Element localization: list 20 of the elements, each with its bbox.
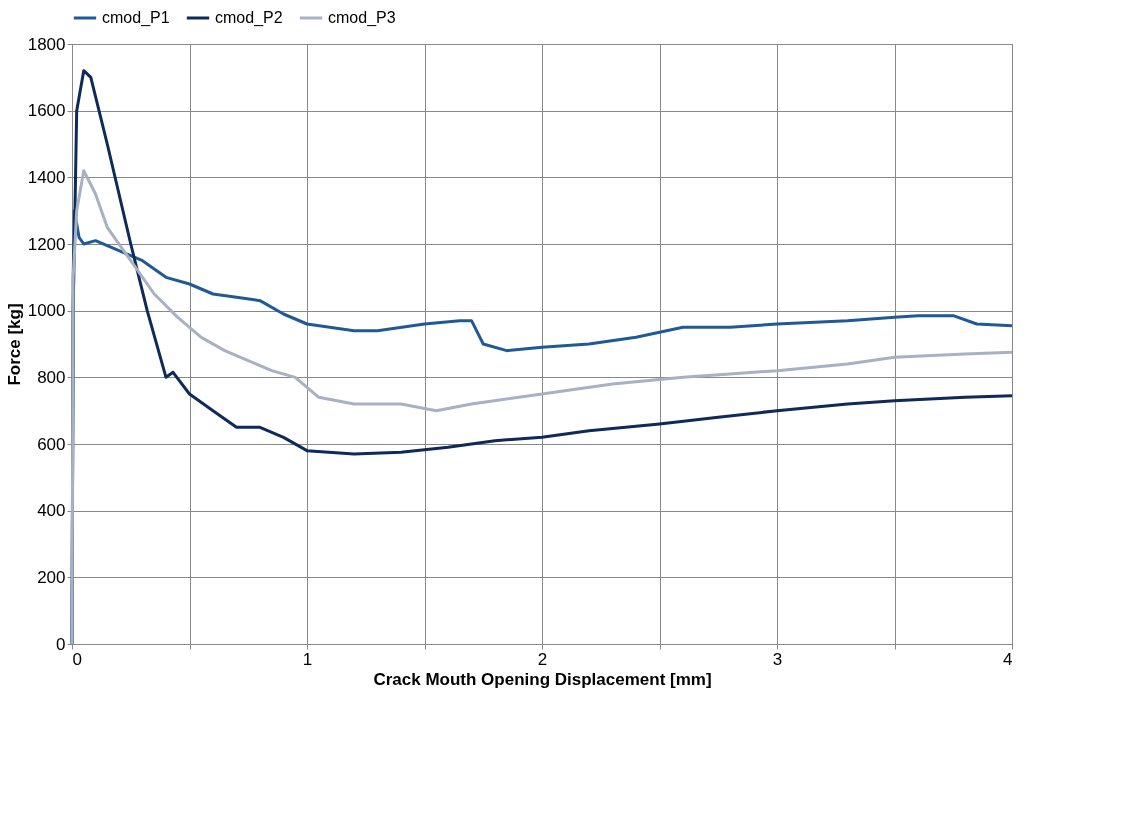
y-tick-label: 200 bbox=[37, 567, 66, 587]
y-tick-label: 0 bbox=[56, 634, 66, 654]
legend-label: cmod_P2 bbox=[215, 9, 283, 27]
legend-label: cmod_P1 bbox=[102, 9, 170, 27]
y-tick-label: 1800 bbox=[27, 34, 66, 54]
x-tick-label: 1 bbox=[302, 649, 313, 669]
y-axis-title: Force [kg] bbox=[4, 303, 24, 386]
y-tick-label: 1200 bbox=[27, 234, 66, 254]
x-tick-label: 2 bbox=[537, 649, 548, 669]
y-tick-label: 400 bbox=[37, 501, 66, 521]
x-tick-label: 3 bbox=[772, 649, 783, 669]
legend-label: cmod_P3 bbox=[328, 9, 396, 27]
x-tick-label: 0 bbox=[72, 649, 82, 669]
y-tick-label: 1400 bbox=[27, 167, 66, 187]
y-tick-label: 1600 bbox=[27, 101, 66, 121]
y-tick-label: 800 bbox=[37, 367, 66, 387]
y-tick-label: 600 bbox=[37, 434, 66, 454]
x-axis-title: Crack Mouth Opening Displacement [mm] bbox=[373, 669, 712, 689]
x-tick-label: 4 bbox=[1003, 649, 1013, 669]
y-tick-label: 1000 bbox=[27, 301, 66, 321]
